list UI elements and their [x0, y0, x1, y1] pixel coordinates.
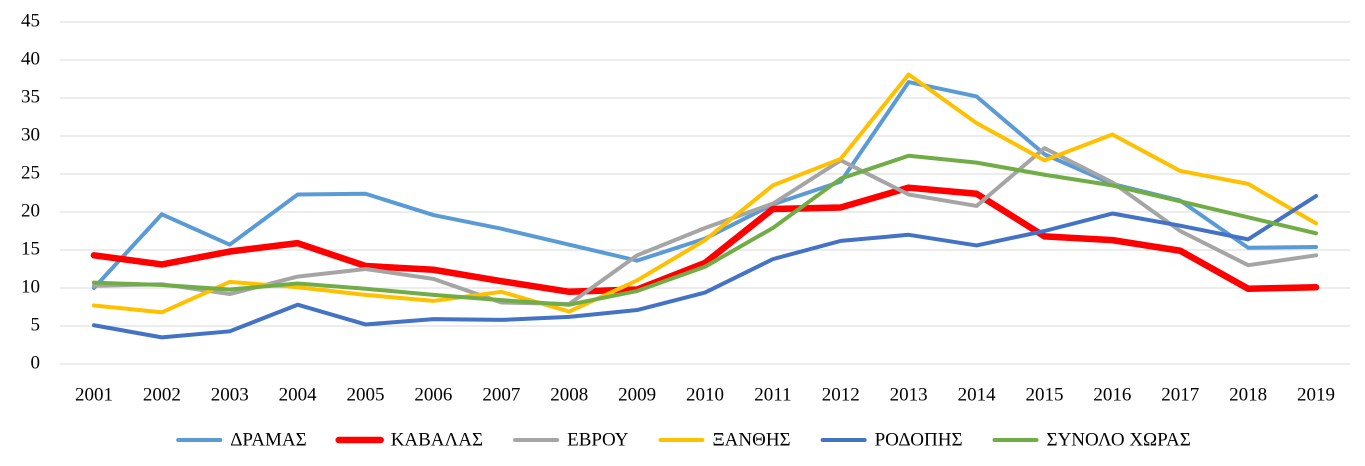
legend-label: ΞΑΝΘΗΣ: [712, 429, 790, 450]
y-tick-label: 25: [21, 162, 40, 183]
x-tick-label: 2016: [1093, 384, 1131, 405]
line-series: [91, 146, 1319, 306]
y-tick-label: 30: [21, 124, 40, 145]
x-tick-label: 2001: [75, 384, 113, 405]
line-series: [91, 72, 1319, 315]
x-tick-label: 2013: [890, 384, 928, 405]
x-tick-label: 2011: [754, 384, 791, 405]
y-tick-label: 5: [31, 314, 41, 335]
x-tick-label: 2019: [1297, 384, 1335, 405]
y-tick-label: 35: [21, 86, 40, 107]
x-tick-label: 2015: [1025, 384, 1063, 405]
x-tick-label: 2003: [211, 384, 249, 405]
line-series: [91, 153, 1319, 307]
x-tick-label: 2010: [686, 384, 724, 405]
legend-label: ΕΒΡΟΥ: [567, 429, 629, 450]
x-tick-label: 2006: [414, 384, 452, 405]
legend-label: ΣΥΝΟΛΟ ΧΩΡΑΣ: [1047, 429, 1191, 450]
line-series: [91, 194, 1319, 340]
x-tick-label: 2008: [550, 384, 588, 405]
x-tick-label: 2012: [822, 384, 860, 405]
y-tick-label: 40: [21, 48, 40, 69]
x-tick-label: 2009: [618, 384, 656, 405]
x-tick-label: 2014: [958, 384, 997, 405]
x-tick-label: 2005: [347, 384, 385, 405]
x-tick-label: 2004: [279, 384, 318, 405]
legend-label: ΔΡΑΜΑΣ: [230, 429, 306, 450]
x-tick-label: 2002: [143, 384, 181, 405]
y-tick-label: 0: [31, 352, 41, 373]
line-series: [90, 184, 1320, 296]
x-tick-label: 2007: [482, 384, 520, 405]
y-tick-label: 45: [21, 10, 40, 31]
x-tick-label: 2017: [1161, 384, 1199, 405]
x-tick-label: 2018: [1229, 384, 1267, 405]
legend-label: ΡΟΔΟΠΗΣ: [875, 429, 963, 450]
y-tick-label: 20: [21, 200, 40, 221]
line-series: [91, 80, 1319, 290]
legend-label: ΚΑΒΑΛΑΣ: [391, 429, 483, 450]
y-tick-label: 10: [21, 276, 40, 297]
y-tick-label: 15: [21, 238, 40, 259]
